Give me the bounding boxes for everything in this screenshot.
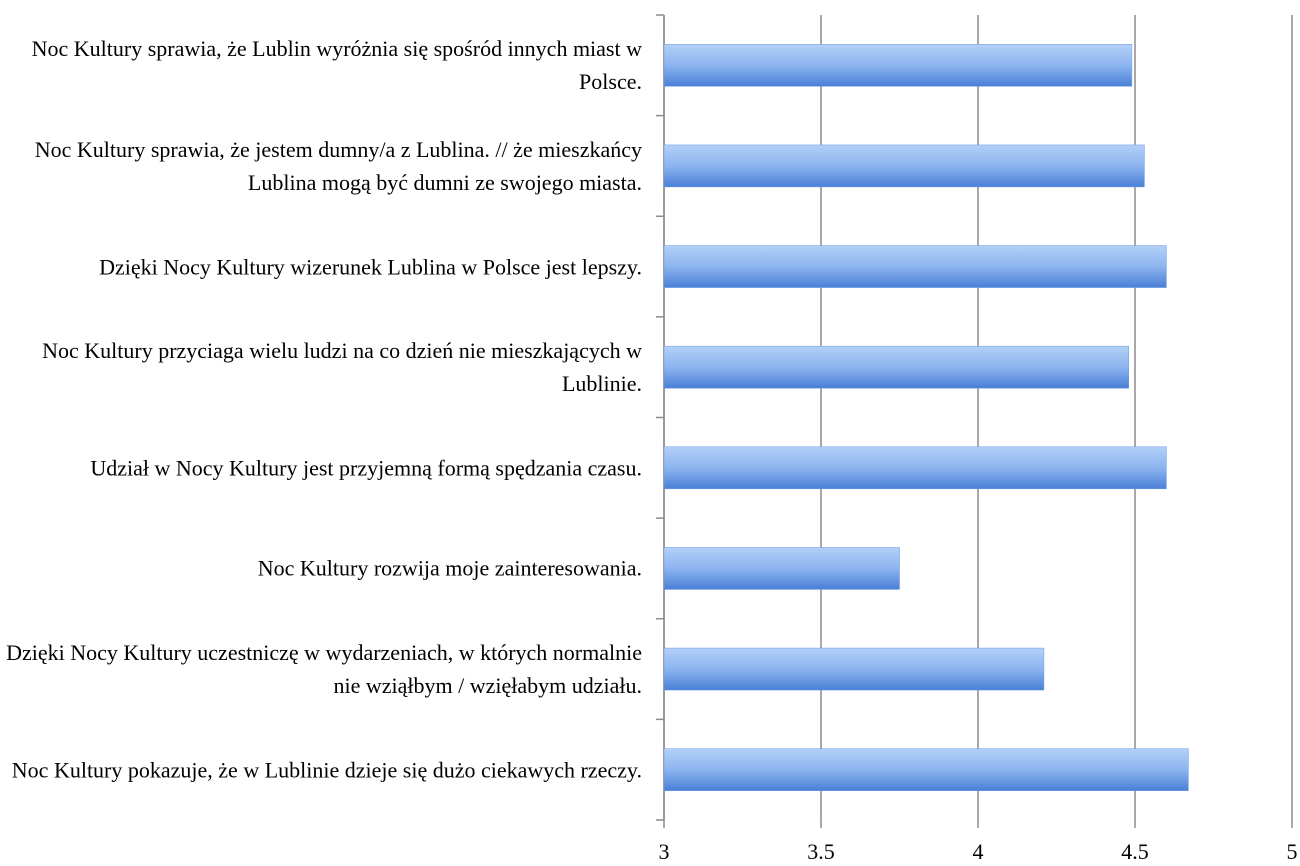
y-tick-label: Dzięki Nocy Kultury wizerunek Lublina w … [99, 254, 642, 280]
x-tick-label: 4.5 [1121, 839, 1149, 864]
y-tick-label: Noc Kultury sprawia, że jestem dumny/a z… [34, 136, 642, 195]
x-tick-label: 3.5 [807, 839, 835, 864]
x-tick-label: 5 [1287, 839, 1298, 864]
bar [663, 245, 1167, 288]
y-tick-label: Noc Kultury rozwija moje zainteresowania… [257, 555, 642, 581]
y-tick-label: Noc Kultury sprawia, że Lublin wyróżnia … [31, 36, 642, 95]
bar [663, 748, 1189, 791]
bar [663, 144, 1145, 188]
y-tick-label: Noc Kultury przyciaga wielu ludzi na co … [42, 338, 642, 397]
bar [663, 446, 1167, 490]
x-tick-label: 3 [659, 839, 670, 864]
bar [663, 345, 1129, 389]
bar [663, 647, 1045, 691]
y-tick-label: Udział w Nocy Kultury jest przyjemną for… [90, 455, 642, 481]
bar [663, 547, 900, 590]
y-tick-label: Dzięki Nocy Kultury uczestniczę w wydarz… [6, 640, 642, 699]
bar [663, 44, 1133, 87]
y-tick-label: Noc Kultury pokazuje, że w Lublinie dzie… [11, 757, 642, 783]
x-tick-label: 4 [973, 839, 984, 864]
